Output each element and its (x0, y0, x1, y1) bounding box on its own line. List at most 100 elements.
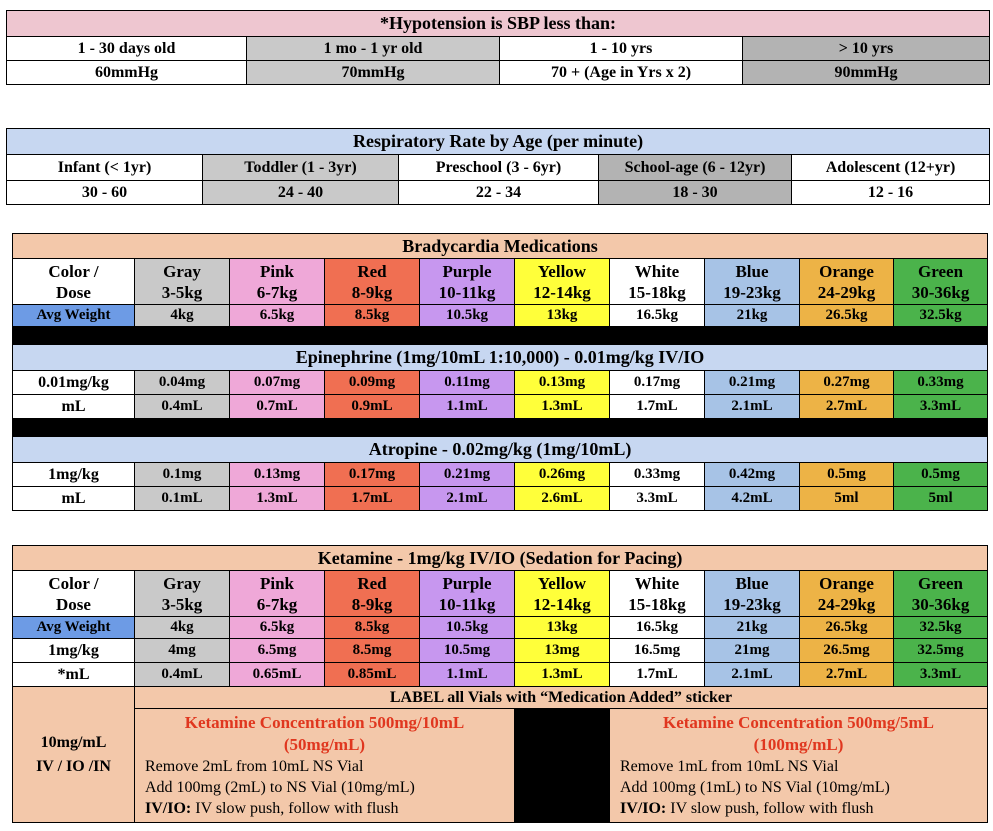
atropine-title: Atropine - 0.02mg/kg (1mg/10mL) (11, 436, 989, 463)
ket-mg-red: 8.5mg (324, 638, 420, 663)
avg-weight-green: 32.5kg (892, 304, 989, 327)
ket-ml-pink: 0.65mL (229, 662, 325, 687)
age-infant: Infant (< 1yr) (6, 154, 203, 181)
atro-mg-pink: 0.13mg (229, 462, 325, 487)
divider (11, 418, 989, 437)
color-header-orange: Orange 24-29kg (799, 570, 894, 617)
age-over-10yrs: > 10 yrs (742, 36, 990, 61)
atro-ml-blue: 4.2mL (704, 486, 800, 511)
ketamine-table: Ketamine - 1mg/kg IV/IO (Sedation for Pa… (11, 545, 989, 823)
epi-mg-gray: 0.04mg (134, 370, 230, 395)
ket-ml-white: 1.7mL (609, 662, 705, 687)
ket-ml-gray: 0.4mL (134, 662, 230, 687)
age-toddler: Toddler (1 - 3yr) (202, 154, 399, 181)
sbp-value: 60mmHg (6, 60, 247, 85)
ket-mg-pink: 6.5mg (229, 638, 325, 663)
atro-ml-gray: 0.1mL (134, 486, 230, 511)
avg-weight-yellow: 13kg (514, 304, 610, 327)
color-header-pink: Pink 6-7kg (229, 570, 325, 617)
conc-100-step-1: Remove 1mL from 10mL NS Vial (620, 758, 839, 775)
sbp-value: 90mmHg (742, 60, 990, 85)
atro-ml-orange: 5ml (799, 486, 894, 511)
sbp-value: 70mmHg (246, 60, 500, 85)
ket-ml-label: *mL (12, 662, 135, 687)
atro-ml-label: mL (12, 486, 135, 511)
epi-ml-gray: 0.4mL (134, 394, 230, 419)
age-adolescent: Adolescent (12+yr) (790, 154, 991, 181)
epi-mg-label: 0.01mg/kg (12, 370, 135, 395)
avg-weight-pink: 6.5kg (229, 304, 325, 327)
epi-mg-red: 0.09mg (324, 370, 420, 395)
epi-ml-blue: 2.1mL (704, 394, 800, 419)
epi-mg-purple: 0.11mg (419, 370, 515, 395)
epinephrine-title: Epinephrine (1mg/10mL 1:10,000) - 0.01mg… (11, 344, 989, 371)
atro-mg-yellow: 0.26mg (514, 462, 610, 487)
epi-ml-yellow: 1.3mL (514, 394, 610, 419)
atro-mg-red: 0.17mg (324, 462, 420, 487)
rr-value: 24 - 40 (202, 180, 399, 205)
conc-50-title: Ketamine Concentration 500mg/10mL (50mg/m… (184, 713, 465, 754)
ket-mg-yellow: 13mg (514, 638, 610, 663)
age-school: School-age (6 - 12yr) (598, 154, 792, 181)
epi-ml-purple: 1.1mL (419, 394, 515, 419)
conc-100-step-2: Add 100mg (1mL) to NS Vial (10mg/mL) (620, 779, 890, 796)
atro-mg-green: 0.5mg (892, 462, 989, 487)
color-header-purple: Purple 10-11kg (419, 258, 515, 305)
age-preschool: Preschool (3 - 6yr) (398, 154, 599, 181)
avg-weight-gray: 4kg (134, 616, 230, 639)
color-header-orange: Orange 24-29kg (799, 258, 894, 305)
avg-weight-yellow: 13kg (514, 616, 610, 639)
epi-ml-green: 3.3mL (892, 394, 989, 419)
respiratory-title: Respiratory Rate by Age (per minute) (5, 128, 991, 155)
ket-mg-purple: 10.5mg (419, 638, 515, 663)
bradycardia-title: Bradycardia Medications (11, 233, 989, 259)
color-dose-header: Color / Dose (12, 258, 135, 305)
epi-ml-red: 0.9mL (324, 394, 420, 419)
avg-weight-blue: 21kg (704, 616, 800, 639)
atro-mg-label: 1mg/kg (12, 462, 135, 487)
color-header-blue: Blue 19-23kg (704, 570, 800, 617)
epi-mg-green: 0.33mg (892, 370, 989, 395)
respiratory-table: Respiratory Rate by Age (per minute) Inf… (5, 128, 991, 205)
sbp-value: 70 + (Age in Yrs x 2) (499, 60, 743, 85)
ket-ml-green: 3.3mL (892, 662, 989, 687)
hypotension-title: *Hypotension is SBP less than: (6, 10, 990, 37)
avg-weight-pink: 6.5kg (229, 616, 325, 639)
age-1-10yrs: 1 - 10 yrs (499, 36, 743, 61)
route-cell: 10mg/mL IV / IO /IN (12, 686, 135, 823)
avg-weight-red: 8.5kg (324, 616, 420, 639)
color-header-red: Red 8-9kg (324, 570, 420, 617)
atro-ml-purple: 2.1mL (419, 486, 515, 511)
atro-ml-yellow: 2.6mL (514, 486, 610, 511)
avg-weight-white: 16.5kg (609, 304, 705, 327)
age-1mo-1yr: 1 mo - 1 yr old (246, 36, 500, 61)
epi-ml-pink: 0.7mL (229, 394, 325, 419)
ket-ml-purple: 1.1mL (419, 662, 515, 687)
label-note: LABEL all Vials with “Medication Added” … (133, 686, 989, 709)
atro-mg-purple: 0.21mg (419, 462, 515, 487)
color-header-yellow: Yellow 12-14kg (514, 570, 610, 617)
avg-weight-orange: 26.5kg (799, 304, 894, 327)
ket-mg-blue: 21mg (704, 638, 800, 663)
conc-100-title: Ketamine Concentration 500mg/5mL (100mg/m… (663, 713, 935, 754)
atro-mg-white: 0.33mg (609, 462, 705, 487)
epi-mg-blue: 0.21mg (704, 370, 800, 395)
color-header-green: Green 30-36kg (892, 570, 989, 617)
bradycardia-table: Bradycardia Medications Color / Dose Gray… (11, 233, 989, 511)
ket-mg-white: 16.5mg (609, 638, 705, 663)
atro-mg-orange: 0.5mg (799, 462, 894, 487)
epi-mg-white: 0.17mg (609, 370, 705, 395)
rr-value: 30 - 60 (6, 180, 203, 205)
ket-mg-orange: 26.5mg (799, 638, 894, 663)
rr-value: 22 - 34 (398, 180, 599, 205)
epi-ml-label: mL (12, 394, 135, 419)
conc-50-ivio: IV/IO: IV slow push, follow with flush (145, 800, 399, 817)
ket-ml-yellow: 1.3mL (514, 662, 610, 687)
color-header-gray: Gray 3-5kg (134, 570, 230, 617)
ket-ml-orange: 2.7mL (799, 662, 894, 687)
epi-mg-yellow: 0.13mg (514, 370, 610, 395)
ket-ml-red: 0.85mL (324, 662, 420, 687)
epi-mg-pink: 0.07mg (229, 370, 325, 395)
atro-mg-gray: 0.1mg (134, 462, 230, 487)
avg-weight-red: 8.5kg (324, 304, 420, 327)
